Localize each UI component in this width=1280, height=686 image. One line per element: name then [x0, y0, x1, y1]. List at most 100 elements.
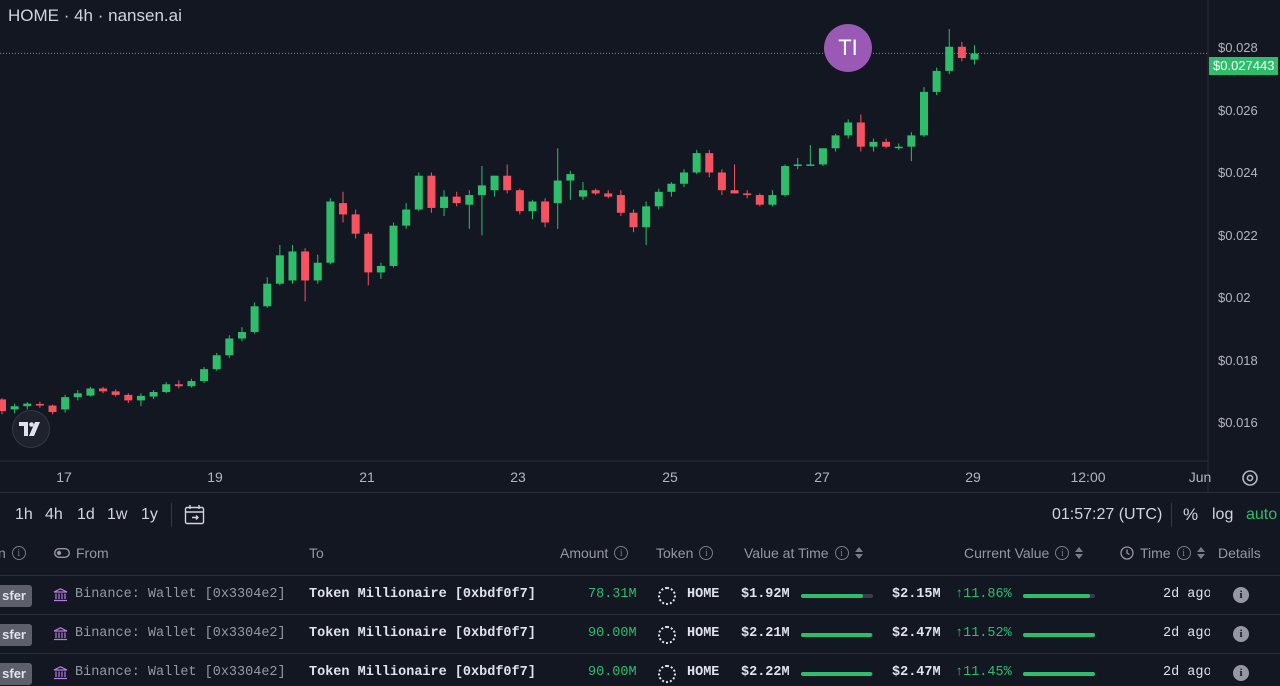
value-change: ↑11.52% [955, 626, 1012, 641]
column-header-value-at-time[interactable]: Value at Time i [744, 545, 863, 561]
candle-body [743, 193, 752, 196]
candle [427, 172, 436, 213]
current-value-bar-fill [1023, 594, 1090, 598]
current-value-bar [1023, 633, 1095, 637]
x-tick-label: 21 [359, 469, 375, 485]
to-address[interactable]: Token Millionaire [0xbdf0f7] [309, 626, 536, 641]
candle [477, 166, 486, 236]
info-icon[interactable]: i [1055, 546, 1070, 560]
candle [806, 145, 815, 167]
candle-body [275, 255, 284, 284]
sort-icon[interactable] [1075, 546, 1084, 560]
price-chart[interactable]: HOME · 4h · nansen.ai TI $0.028 $0.02744… [0, 0, 1280, 492]
column-header-current-value[interactable]: Current Value i [964, 545, 1084, 561]
column-header-amount-label: Amount [560, 545, 609, 561]
x-tick-label: 12:00 [1070, 469, 1106, 485]
timeframe-4h-button[interactable]: 4h [45, 506, 63, 523]
to-address[interactable]: Token Millionaire [0xbdf0f7] [309, 587, 536, 602]
candle-body [616, 195, 625, 213]
candle-body [705, 153, 714, 173]
auto-scale-button[interactable]: auto [1246, 506, 1278, 523]
candle-body [629, 212, 638, 228]
current-value-bar [1023, 672, 1095, 676]
candle [553, 148, 562, 229]
candlestick-chart[interactable] [0, 0, 1280, 492]
info-icon[interactable]: i [614, 546, 629, 560]
column-header-value-at-time-label: Value at Time [744, 545, 829, 561]
timeframe-1y-button[interactable]: 1y [141, 506, 158, 523]
column-header-token[interactable]: Token i [656, 545, 714, 561]
info-icon[interactable]: i [699, 546, 714, 560]
timeframe-1d-button[interactable]: 1d [77, 506, 95, 523]
details-info-icon[interactable]: i [1233, 626, 1249, 642]
candle [414, 172, 423, 212]
value-at-time-bar-fill [801, 672, 873, 676]
date-range-icon[interactable] [183, 503, 207, 527]
candle-body [528, 201, 537, 212]
column-header-to[interactable]: To [309, 545, 324, 561]
type-badge[interactable]: sfer [0, 624, 32, 646]
column-header-type[interactable]: n i [0, 545, 26, 561]
candle [61, 394, 70, 413]
candle [856, 114, 865, 152]
timeframe-1h-button[interactable]: 1h [15, 506, 33, 523]
sort-icon[interactable] [1196, 546, 1205, 560]
candle-body [73, 393, 82, 398]
table-row[interactable]: sfer Binance: Wallet [0x3304e2] Token Mi… [0, 576, 1280, 615]
log-scale-button[interactable]: log [1212, 506, 1234, 523]
from-address[interactable]: Binance: Wallet [0x3304e2] [75, 665, 286, 680]
candle [743, 190, 752, 199]
candle [136, 393, 145, 407]
sort-icon[interactable] [854, 546, 863, 560]
token-symbol[interactable]: HOME [687, 587, 720, 602]
candle-body [465, 195, 474, 205]
candle-body [174, 384, 183, 387]
gear-icon[interactable] [1240, 468, 1260, 488]
from-address[interactable]: Binance: Wallet [0x3304e2] [75, 587, 286, 602]
candle [919, 87, 928, 138]
candle-body [414, 175, 423, 210]
type-badge[interactable]: sfer [0, 585, 32, 607]
candle-body [477, 185, 486, 196]
candle-body [604, 193, 613, 197]
candle-body [86, 388, 95, 396]
type-badge[interactable]: sfer [0, 663, 32, 685]
column-header-time[interactable]: Time i [1120, 545, 1205, 561]
column-header-from[interactable]: From [54, 545, 109, 561]
candle-body [591, 190, 600, 194]
candle-body [339, 203, 348, 215]
candle [604, 190, 613, 199]
toggle-icon[interactable] [54, 548, 70, 558]
candle-body [225, 338, 234, 356]
value-at-time-bar-fill [801, 633, 872, 637]
candle-body [793, 164, 802, 167]
to-address[interactable]: Token Millionaire [0xbdf0f7] [309, 665, 536, 680]
percent-scale-button[interactable]: % [1183, 505, 1199, 524]
from-address[interactable]: Binance: Wallet [0x3304e2] [75, 626, 286, 641]
tradingview-logo-icon[interactable] [12, 410, 50, 448]
table-row[interactable]: sfer Binance: Wallet [0x3304e2] Token Mi… [0, 654, 1280, 686]
candle-body [351, 214, 360, 234]
token-symbol[interactable]: HOME [687, 626, 720, 641]
candle-body [23, 403, 32, 407]
token-symbol[interactable]: HOME [687, 665, 720, 680]
column-header-amount[interactable]: Amount i [560, 545, 629, 561]
details-info-icon[interactable]: i [1233, 587, 1249, 603]
candle-body [919, 91, 928, 136]
candle-body [667, 183, 676, 192]
timeframe-1w-button[interactable]: 1w [107, 506, 128, 523]
value-at-time-bar [801, 594, 873, 598]
info-icon[interactable]: i [834, 546, 849, 560]
candle [755, 193, 764, 207]
candle-body [452, 196, 461, 204]
info-icon[interactable]: i [1176, 546, 1191, 560]
table-row[interactable]: sfer Binance: Wallet [0x3304e2] Token Mi… [0, 615, 1280, 654]
candle [389, 222, 398, 268]
details-info-icon[interactable]: i [1233, 665, 1249, 681]
candle [869, 138, 878, 152]
ti-avatar[interactable]: TI [824, 24, 872, 72]
candle-body [553, 180, 562, 204]
value-at-time: $2.21M [741, 626, 790, 641]
x-tick-label: Jun [1188, 469, 1212, 485]
info-icon[interactable]: i [11, 546, 26, 560]
